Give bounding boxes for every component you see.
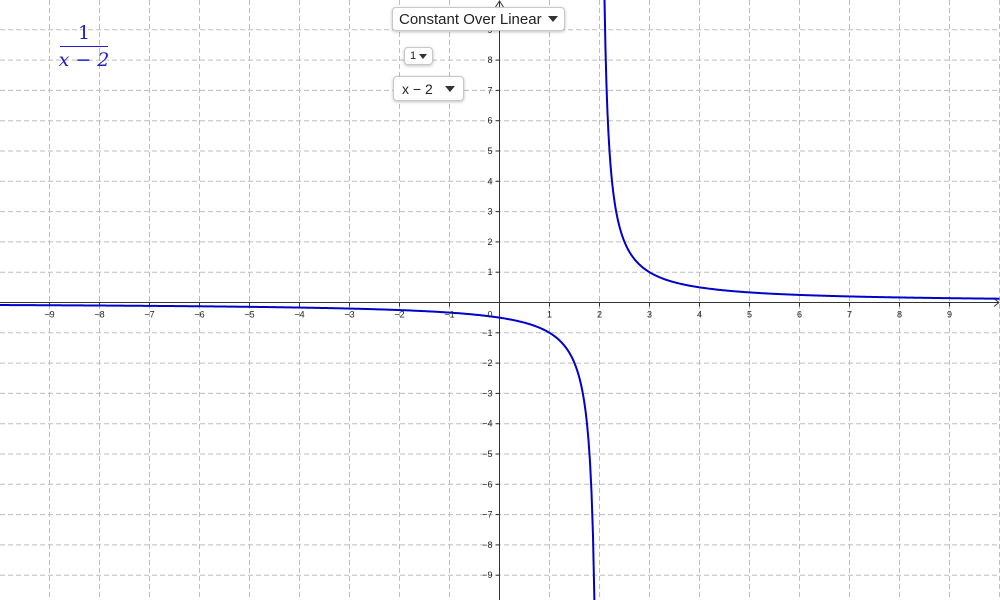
- y-tick-label: −2: [482, 358, 492, 368]
- chevron-down-icon: [419, 53, 428, 59]
- y-tick-label: −1: [482, 328, 492, 338]
- y-tick-label: −3: [482, 388, 492, 398]
- x-tick-label: 5: [747, 310, 752, 320]
- x-tick-label: 7: [847, 310, 852, 320]
- numerator-value: 1: [410, 50, 417, 62]
- y-tick-label: 5: [487, 146, 492, 156]
- y-tick-label: −7: [482, 510, 492, 520]
- y-tick-label: −5: [482, 449, 492, 459]
- y-axis-arrow: [495, 0, 504, 8]
- y-tick-label: 6: [487, 116, 492, 126]
- x-tick-label: −5: [244, 310, 254, 320]
- x-tick-label: −2: [394, 310, 404, 320]
- x-tick-label: −7: [144, 310, 154, 320]
- x-axis-arrow: [993, 298, 1000, 307]
- x-tick-label: 8: [897, 310, 902, 320]
- numerator-dropdown[interactable]: 1: [404, 47, 434, 65]
- curve-branch-left: [0, 304, 596, 600]
- function-type-dropdown[interactable]: Constant Over Linear: [392, 7, 565, 31]
- y-tick-label: 1: [487, 267, 492, 277]
- denominator-value: x − 2: [402, 80, 433, 97]
- formula-numerator: 1: [77, 22, 91, 44]
- y-tick-label: 8: [487, 55, 492, 65]
- y-tick-label: 4: [487, 176, 492, 186]
- x-tick-label: −9: [44, 310, 54, 320]
- chevron-down-icon: [444, 85, 455, 92]
- x-tick-label: 4: [697, 310, 702, 320]
- x-tick-label: −6: [194, 310, 204, 320]
- x-tick-label: −1: [444, 310, 454, 320]
- y-tick-label: 7: [487, 85, 492, 95]
- x-tick-label: 3: [647, 310, 652, 320]
- x-tick-label: −4: [294, 310, 304, 320]
- x-tick-label: 6: [797, 310, 802, 320]
- y-tick-label: 3: [487, 207, 492, 217]
- chevron-down-icon: [547, 16, 558, 22]
- formula-fraction-bar: [60, 46, 108, 47]
- x-tick-label: −8: [94, 310, 104, 320]
- origin-label: 0: [487, 310, 492, 320]
- x-tick-label: 1: [547, 310, 552, 320]
- y-tick-label: −9: [482, 570, 492, 580]
- curve-branch-right: [603, 0, 1000, 300]
- x-tick-label: 9: [947, 310, 952, 320]
- x-tick-label: 2: [597, 310, 602, 320]
- function-type-value: Constant Over Linear: [399, 10, 542, 28]
- y-tick-label: −4: [482, 419, 492, 429]
- function-formula: 1 x − 2: [56, 22, 112, 70]
- y-tick-label: −8: [482, 540, 492, 550]
- tick-labels: −9−8−7−6−5−4−3−2−1123456789987654321−1−2…: [44, 25, 952, 580]
- x-tick-label: −3: [344, 310, 354, 320]
- y-tick-label: 2: [487, 237, 492, 247]
- formula-denominator: x − 2: [58, 49, 110, 71]
- denominator-dropdown[interactable]: x − 2: [393, 76, 464, 101]
- y-tick-label: −6: [482, 479, 492, 489]
